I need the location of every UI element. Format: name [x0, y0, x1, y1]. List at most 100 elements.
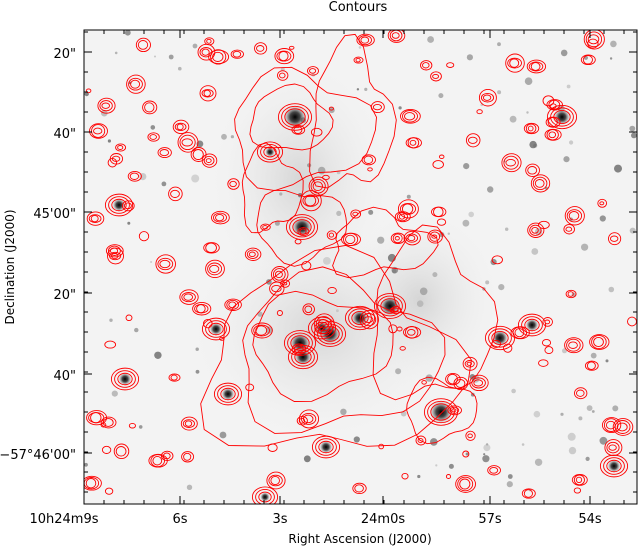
background-star	[509, 115, 517, 123]
bright-star	[295, 349, 311, 365]
contour-ring	[401, 203, 414, 215]
contour-ring	[282, 281, 288, 286]
contour-ring	[260, 223, 271, 231]
background-star	[569, 140, 574, 145]
contour-ring	[137, 40, 149, 50]
background-star	[447, 232, 450, 235]
background-star	[612, 405, 619, 412]
contour-ring	[149, 134, 157, 140]
contour-ring	[258, 491, 272, 503]
background-star	[317, 166, 326, 175]
background-star	[192, 43, 198, 49]
contour-ring	[315, 316, 332, 332]
background-star	[585, 456, 590, 461]
contour-ring	[484, 325, 516, 351]
background-star	[395, 368, 402, 375]
background-star	[191, 174, 200, 183]
contour-ring	[526, 59, 547, 74]
contour-ring	[298, 409, 320, 429]
contour-ring	[135, 37, 151, 53]
contour-ring	[420, 60, 433, 71]
background-star	[586, 405, 593, 411]
contour-ring	[573, 487, 582, 494]
background-star	[560, 49, 568, 57]
contour-ring	[530, 62, 541, 71]
y-tick-labels: 20" 40" 45'00" 20" 40" −57°46'00"	[0, 47, 76, 463]
contour-ring	[355, 57, 361, 63]
contour-ring	[491, 330, 509, 346]
contour-ring	[182, 419, 195, 428]
contour-ring	[431, 234, 438, 239]
contour-ring	[363, 316, 374, 323]
contour-ring	[181, 451, 195, 463]
background-star	[427, 36, 434, 43]
background-star	[336, 309, 339, 313]
contour-ring	[283, 330, 317, 356]
contour-ring	[109, 153, 124, 165]
background-star	[483, 453, 486, 456]
contour-ring	[147, 132, 160, 142]
bright-star	[607, 459, 621, 473]
contour-ring	[104, 193, 134, 217]
background-star	[505, 227, 509, 231]
contour-ring	[108, 196, 130, 214]
contour-ring	[527, 125, 534, 132]
contour-ring	[525, 163, 540, 177]
contour-ring	[580, 54, 596, 66]
contour-ring	[317, 323, 343, 345]
contour-ring	[201, 89, 214, 98]
contour-ring	[162, 452, 171, 460]
x-tick-label: 10h24m9s	[29, 512, 98, 527]
contour-ring	[128, 77, 143, 91]
contour-ring	[260, 144, 280, 160]
cluster-contour	[309, 33, 397, 189]
contour-ring	[307, 66, 319, 76]
contour-ring	[582, 55, 593, 65]
contour-ring	[100, 416, 117, 429]
contour-ring	[476, 109, 483, 115]
contour-ring	[246, 249, 259, 259]
plot-area	[84, 30, 637, 504]
contour-ring	[285, 214, 319, 240]
background-star	[353, 436, 360, 443]
contour-ring	[566, 209, 583, 223]
contour-ring	[184, 420, 193, 427]
contour-ring	[546, 104, 578, 130]
contour-ring	[88, 412, 105, 424]
contour-ring	[215, 213, 225, 222]
bright-star	[221, 387, 235, 401]
contour-ring	[462, 450, 470, 458]
contour-ring	[565, 289, 577, 299]
contour-ring	[565, 226, 573, 232]
plot-frame	[83, 29, 638, 505]
background-star	[109, 318, 113, 322]
contour-ring	[253, 324, 270, 337]
contour-ring	[455, 379, 466, 388]
background-star	[195, 347, 199, 351]
contour-ring	[407, 328, 416, 336]
y-tick-label: 45'00"	[33, 207, 76, 222]
contour-ring	[293, 125, 303, 134]
contour-ring	[530, 174, 551, 193]
contour-ring	[467, 433, 473, 439]
contour-ring	[111, 155, 121, 162]
contour-ring	[209, 264, 220, 273]
background-star	[605, 359, 609, 363]
contour-ring	[155, 254, 176, 274]
y-axis-label: Declination (J2000)	[3, 209, 17, 324]
contour-ring	[563, 223, 575, 235]
contour-ring	[192, 301, 212, 316]
contour-ring	[363, 155, 374, 164]
contour-ring	[405, 137, 422, 149]
contour-ring	[422, 62, 430, 69]
contour-ring	[398, 213, 406, 220]
background-star	[364, 87, 368, 91]
background-star	[127, 221, 131, 225]
background-star	[609, 57, 613, 60]
contour-ring	[566, 338, 581, 352]
contour-ring	[564, 206, 585, 226]
background-star	[568, 446, 577, 455]
cluster-contour	[241, 142, 304, 234]
contour-ring	[117, 372, 133, 386]
